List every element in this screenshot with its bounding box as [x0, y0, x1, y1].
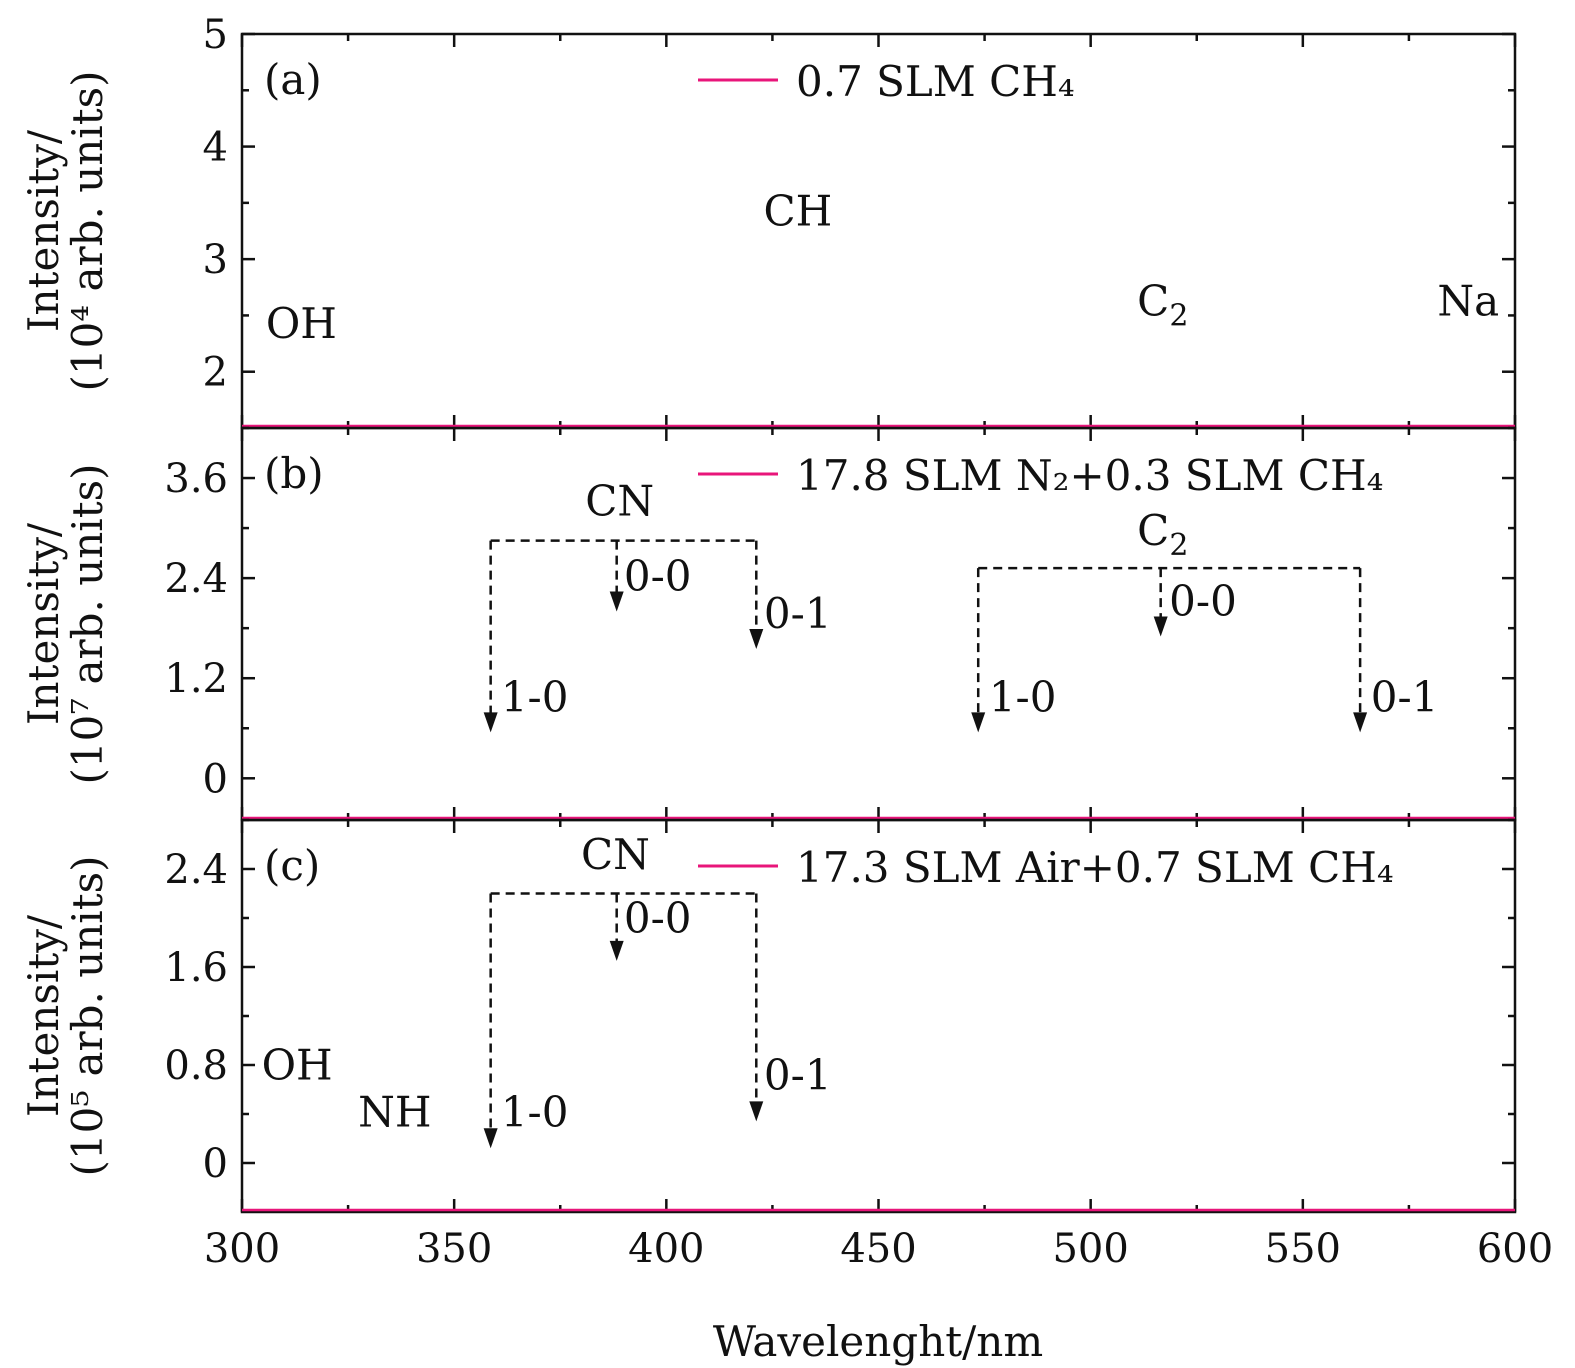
- y-tick-label: 3: [203, 237, 228, 283]
- arrow-head: [483, 712, 498, 733]
- peak-annotation: 0-0: [624, 894, 692, 943]
- peak-annotation: OH: [266, 299, 337, 348]
- y-tick-label: 0: [203, 756, 228, 802]
- legend-label: 0.7 SLM CH₄: [796, 57, 1075, 106]
- x-tick-labels: 300 350 400 450 500 550 600: [204, 1226, 1553, 1272]
- y-axis-title-line2: (10⁴ arb. units): [63, 70, 112, 391]
- peak-annotation: CN: [585, 477, 654, 526]
- peak-annotation: CH: [763, 186, 832, 235]
- y-tick-label: 2.4: [164, 847, 228, 893]
- peak-annotation: C2: [1137, 506, 1188, 563]
- peak-annotation: 1-0: [989, 673, 1057, 722]
- y-axis-title-line1: Intensity/: [19, 129, 68, 332]
- peak-annotation: 1-0: [501, 1087, 569, 1136]
- legend-label: 17.3 SLM Air+0.7 SLM CH₄: [796, 843, 1394, 892]
- peak-annotation: OH: [262, 1041, 333, 1090]
- y-axis-title-line2: (10⁵ arb. units): [63, 855, 112, 1176]
- x-tick-label: 550: [1265, 1226, 1341, 1272]
- y-tick-label: 2.4: [164, 556, 228, 602]
- x-tick-label: 600: [1477, 1226, 1553, 1272]
- peak-annotation: 0-1: [764, 1051, 832, 1100]
- y-tick-label: 0: [203, 1141, 228, 1187]
- y-tick-label: 3.6: [164, 456, 228, 502]
- peak-annotation: 0-1: [764, 589, 832, 638]
- y-axis-title-line1: Intensity/: [19, 522, 68, 725]
- panel-label: (b): [264, 449, 324, 498]
- panel-c: 0 0.8 1.6 2.4 Intensity/(10⁵ arb. units) (c) 1…: [19, 818, 1517, 1214]
- x-tick-label: 500: [1052, 1226, 1128, 1272]
- peak-annotation: 1-0: [501, 673, 569, 722]
- legend-label: 17.8 SLM N₂+0.3 SLM CH₄: [796, 451, 1383, 500]
- x-tick-label: 400: [628, 1226, 704, 1272]
- peak-annotation: 0-0: [624, 552, 692, 601]
- x-tick-label: 450: [840, 1226, 916, 1272]
- arrow-head: [1153, 616, 1168, 637]
- arrow-head: [971, 712, 986, 733]
- y-tick-label: 1.6: [164, 945, 228, 991]
- arrow-head: [609, 591, 624, 612]
- y-axis-title-line2: (10⁷ arb. units): [63, 463, 112, 784]
- y-tick-label: 4: [203, 125, 228, 171]
- y-tick-label: 0.8: [164, 1043, 228, 1089]
- y-tick-label: 5: [203, 12, 228, 58]
- arrow-head: [749, 629, 764, 650]
- peak-annotation: C2: [1137, 276, 1188, 333]
- arrow-head: [1353, 712, 1368, 733]
- peak-annotation: NH: [358, 1087, 431, 1136]
- x-axis-title: Wavelenght/nm: [713, 1317, 1043, 1366]
- peak-annotation: 0-0: [1169, 577, 1237, 626]
- peak-annotation: CN: [581, 830, 650, 879]
- panel-b: 0 1.2 2.4 3.6 Intensity/(10⁷ arb. units) (b) 1…: [19, 426, 1517, 822]
- y-axis-title-line1: Intensity/: [19, 914, 68, 1117]
- x-tick-label: 300: [204, 1226, 280, 1272]
- arrow-head: [609, 940, 624, 961]
- x-tick-label: 350: [416, 1226, 492, 1272]
- y-tick-label: 1.2: [164, 656, 228, 702]
- panel-label: (c): [264, 841, 320, 890]
- y-tick-label: 2: [203, 350, 228, 396]
- arrow-head: [749, 1101, 764, 1122]
- peak-annotation: Na: [1437, 276, 1499, 325]
- peak-annotation: 0-1: [1371, 673, 1439, 722]
- panel-a: 2 3 4 5 Intensity/(10⁴ arb. units) (a) 0.7 SLM…: [19, 12, 1517, 430]
- arrow-head: [483, 1128, 498, 1149]
- panel-label: (a): [264, 55, 322, 104]
